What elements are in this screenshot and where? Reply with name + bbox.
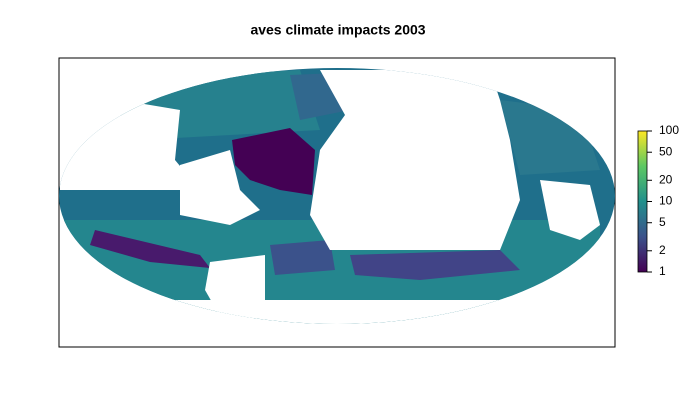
- colorbar: [637, 130, 648, 273]
- plot-frame: [58, 57, 616, 348]
- map-title: aves climate impacts 2003: [250, 22, 425, 38]
- colorbar-ticks: 1 2 5 10 20 50 100: [647, 123, 679, 278]
- land: [540, 180, 600, 240]
- colorbar-tick-label: 2: [659, 243, 666, 257]
- land: [180, 150, 260, 225]
- colorbar-tick-label: 50: [659, 144, 673, 158]
- colorbar-tick-label: 5: [659, 215, 666, 229]
- colorbar-tick-label: 1: [659, 264, 666, 278]
- colorbar-tick-label: 20: [659, 172, 673, 186]
- colorbar-tick-label: 100: [659, 123, 679, 137]
- colorbar-tick-label: 10: [659, 194, 673, 208]
- land: [310, 70, 520, 250]
- mid-patch: [270, 240, 335, 275]
- land: [60, 300, 615, 324]
- map-area: [59, 68, 615, 324]
- dark-patch: [90, 230, 210, 268]
- dark-patch: [232, 128, 315, 195]
- mid-patch: [350, 250, 520, 280]
